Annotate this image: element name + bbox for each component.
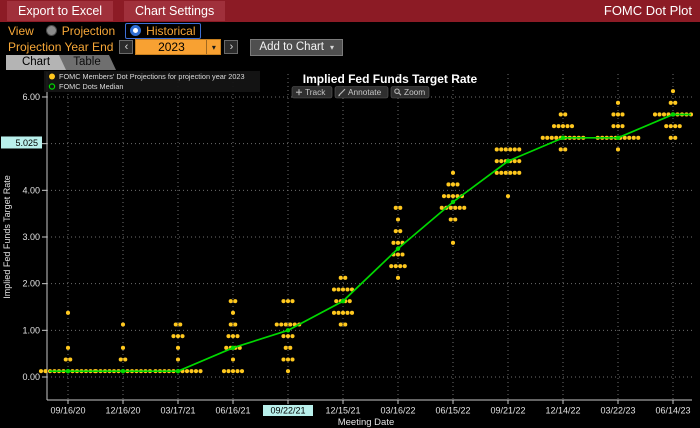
chart-axes: [46, 72, 692, 401]
svg-text:03/22/23: 03/22/23: [600, 406, 635, 416]
svg-text:06/14/23: 06/14/23: [655, 406, 690, 416]
tab-chart[interactable]: Chart: [6, 55, 66, 70]
chart-settings-button[interactable]: Chart Settings: [124, 1, 226, 21]
view-label: View: [8, 23, 34, 38]
radio-historical-label[interactable]: Historical: [146, 23, 196, 38]
legend-dot-icon: [49, 73, 55, 80]
year-prev-button[interactable]: ‹: [119, 40, 134, 54]
svg-text:2.00: 2.00: [22, 279, 40, 289]
radio-selected-icon[interactable]: [130, 25, 142, 36]
x-axis-labels: 09/16/20 12/16/20 03/17/21 06/16/21 09/22/21…: [50, 400, 691, 416]
svg-text:Zoom: Zoom: [404, 87, 425, 97]
x-axis-title: Meeting Date: [338, 417, 395, 428]
projection-year-row: Projection Year End ‹ ▾ › Add to Chart ▾: [0, 38, 700, 56]
svg-text:12/15/21: 12/15/21: [325, 406, 360, 416]
view-control-row: View Projection Historical: [0, 22, 700, 39]
svg-text:Track: Track: [305, 87, 326, 97]
year-next-button[interactable]: ›: [224, 40, 239, 54]
projection-year-label: Projection Year End: [8, 40, 114, 54]
export-to-excel-button[interactable]: Export to Excel: [7, 1, 114, 21]
year-field[interactable]: ▾: [135, 39, 222, 55]
radio-unselected-icon[interactable]: [45, 25, 57, 36]
y-axis-labels: 0.00 1.00 2.00 3.00 4.00 6.00: [22, 92, 40, 382]
y-axis-title: Implied Fed Funds Target Rate: [2, 175, 12, 298]
year-input[interactable]: [136, 40, 207, 54]
svg-text:09/16/20: 09/16/20: [50, 406, 85, 416]
top-toolbar: Export to Excel Chart Settings FOMC Dot …: [0, 0, 700, 22]
tab-table[interactable]: Table: [58, 55, 116, 70]
svg-text:12/14/22: 12/14/22: [545, 406, 580, 416]
add-to-chart-label[interactable]: Add to Chart: [259, 40, 324, 53]
legend-ring-icon: [48, 83, 56, 90]
highlighted-date-badge: [263, 405, 313, 416]
svg-text:4.00: 4.00: [22, 185, 40, 195]
svg-text:03/16/22: 03/16/22: [380, 406, 415, 416]
chart-legend: FOMC Members' Dot Projections for projec…: [44, 71, 260, 92]
tab-bar: Chart Table: [0, 55, 700, 70]
svg-text:5.025: 5.025: [15, 138, 38, 148]
plus-icon: [296, 89, 302, 96]
magnifier-icon: [394, 88, 402, 96]
track-button[interactable]: Track: [291, 86, 333, 99]
svg-text:FOMC Dots Median: FOMC Dots Median: [59, 82, 123, 91]
radio-projection-label[interactable]: Projection: [61, 23, 116, 38]
svg-text:0.00: 0.00: [22, 372, 40, 382]
zoom-button[interactable]: Zoom: [390, 86, 430, 99]
year-dropdown-caret-icon[interactable]: ▾: [206, 40, 220, 54]
dot-plot-chart: 0.00 1.00 2.00 3.00 4.00 6.00 5.025 09/16/20 12/…: [1, 71, 694, 428]
add-to-chart-button[interactable]: Add to Chart ▾: [250, 38, 344, 56]
chart-title: Implied Fed Funds Target Rate: [303, 72, 478, 86]
svg-text:1.00: 1.00: [22, 325, 40, 335]
member-dots: [38, 89, 694, 374]
chart-canvas: 0.00 1.00 2.00 3.00 4.00 6.00 5.025 09/16/20 12/…: [0, 70, 700, 428]
svg-text:03/17/21: 03/17/21: [160, 406, 195, 416]
svg-text:09/22/21: 09/22/21: [270, 406, 305, 416]
svg-text:6.00: 6.00: [22, 92, 40, 102]
svg-text:09/21/22: 09/21/22: [490, 406, 525, 416]
radio-projection[interactable]: Projection: [45, 23, 116, 38]
add-to-chart-caret-icon[interactable]: ▾: [330, 42, 335, 52]
chart-gridlines: [42, 74, 692, 400]
pencil-icon: [338, 88, 346, 97]
svg-text:FOMC Members' Dot Projections: FOMC Members' Dot Projections for projec…: [59, 72, 245, 81]
radio-historical[interactable]: Historical: [125, 22, 201, 39]
svg-text:12/16/20: 12/16/20: [105, 406, 140, 416]
app-title: FOMC Dot Plot: [603, 3, 692, 18]
median-line: [49, 112, 691, 374]
annotate-button[interactable]: Annotate: [334, 86, 389, 99]
svg-text:06/15/22: 06/15/22: [435, 406, 470, 416]
tracked-value-badge[interactable]: 5.025: [1, 136, 42, 149]
svg-text:06/16/21: 06/16/21: [215, 406, 250, 416]
svg-text:3.00: 3.00: [22, 232, 40, 242]
svg-text:Annotate: Annotate: [348, 87, 382, 97]
